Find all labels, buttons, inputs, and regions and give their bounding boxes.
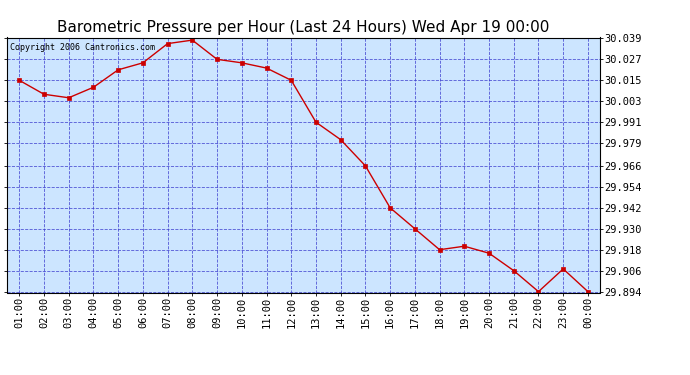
Title: Barometric Pressure per Hour (Last 24 Hours) Wed Apr 19 00:00: Barometric Pressure per Hour (Last 24 Ho…: [57, 20, 550, 35]
Text: Copyright 2006 Cantronics.com: Copyright 2006 Cantronics.com: [10, 43, 155, 52]
